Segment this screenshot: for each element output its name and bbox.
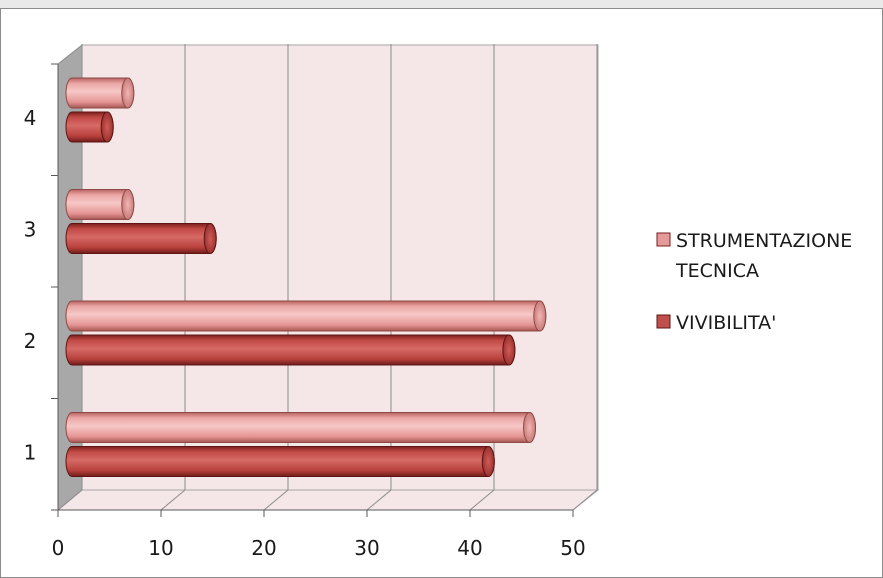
bar-body [65,223,217,254]
y-tick-label: 3 [24,217,37,241]
x-tick-label: 40 [457,536,482,560]
bar-body [65,412,536,443]
floor-gridline [160,489,186,511]
bar [65,189,135,220]
bar-cap [533,300,547,332]
bar-cap [121,189,135,220]
bar-body [65,446,495,477]
y-tick-label: 4 [24,106,37,130]
bar [65,300,547,332]
floor-gridline [57,489,83,511]
legend-label-vivibilita: VIVIBILITA' [676,312,776,334]
floor-gridline [572,489,598,511]
bar-cap [481,446,495,477]
bar [65,446,495,477]
legend-label-strumentazione-line1: STRUMENTAZIONE [676,230,852,252]
floor-gridline [366,489,392,511]
floor-gridline [263,489,289,511]
legend-swatch-vivibilita [656,314,671,329]
bar-cap [121,77,135,109]
bar [65,334,516,366]
bar [65,412,536,443]
bar [65,223,217,254]
chart-legend: STRUMENTAZIONE TECNICA VIVIBILITA' [656,230,852,334]
bar-cap [502,334,516,366]
legend-label-strumentazione-line2: TECNICA [675,260,759,282]
bar-cap [523,412,536,443]
bar [65,77,135,109]
x-tick-label: 30 [354,536,379,560]
x-tick-label: 0 [52,536,65,560]
y-tick-label: 2 [24,329,37,353]
bar [65,111,114,143]
legend-swatch-strumentazione [656,232,671,247]
window-top-edge [0,0,883,9]
bar-body [65,300,547,332]
y-tick-label: 1 [24,440,37,464]
plot-floor [56,489,600,511]
bar-body [65,334,516,366]
x-tick-label: 20 [251,536,276,560]
bar-cap [100,111,114,143]
x-tick-label: 50 [560,536,585,560]
x-tick-label: 10 [148,536,173,560]
floor-gridline [469,489,495,511]
bar-cap [203,223,217,254]
